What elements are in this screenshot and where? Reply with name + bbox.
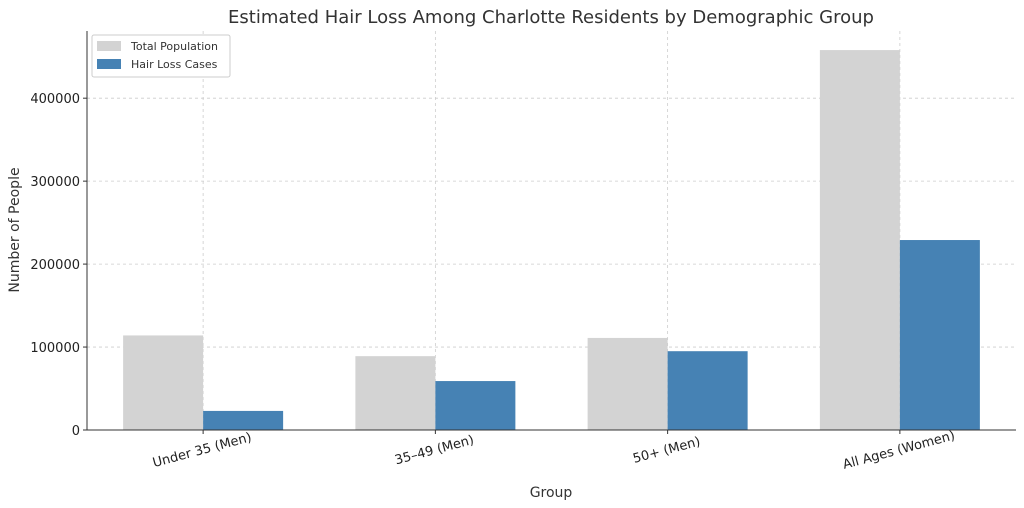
bar-hair-loss-cases [899,240,980,430]
legend-label-hair-loss-cases: Hair Loss Cases [131,58,218,71]
bar-total-population [123,335,204,430]
legend-swatch-total-population [97,41,121,51]
x-tick-label: 35–49 (Men) [393,433,475,469]
y-tick-label: 300000 [30,175,80,190]
x-tick-label: All Ages (Women) [841,428,956,472]
bar-hair-loss-cases [667,351,748,430]
x-tick-label: Under 35 (Men) [151,430,253,471]
legend: Total Population Hair Loss Cases [91,34,231,78]
bar-total-population [355,356,436,430]
x-tick-label: 50+ (Men) [631,434,702,466]
legend-frame [91,34,231,78]
y-tick-label: 100000 [30,341,80,356]
x-axis-ticks: Under 35 (Men) 35–49 (Men) 50+ (Men) All Ag… [151,428,957,472]
y-tick-label: 400000 [30,92,80,107]
y-tick-label: 0 [72,424,80,439]
x-axis-label: Group [530,485,573,501]
bar-total-population [587,337,668,430]
chart-title: Estimated Hair Loss Among Charlotte Resi… [228,7,874,28]
y-tick-label: 200000 [30,258,80,273]
y-axis-label: Number of People [7,167,23,292]
legend-label-total-population: Total Population [130,40,218,53]
y-axis-ticks: 0 100000 200000 300000 400000 [30,92,87,439]
legend-swatch-hair-loss-cases [97,59,121,69]
bars [123,50,980,430]
bar-total-population [819,50,900,430]
bar-hair-loss-cases [435,381,516,430]
bar-hair-loss-cases [203,410,284,430]
